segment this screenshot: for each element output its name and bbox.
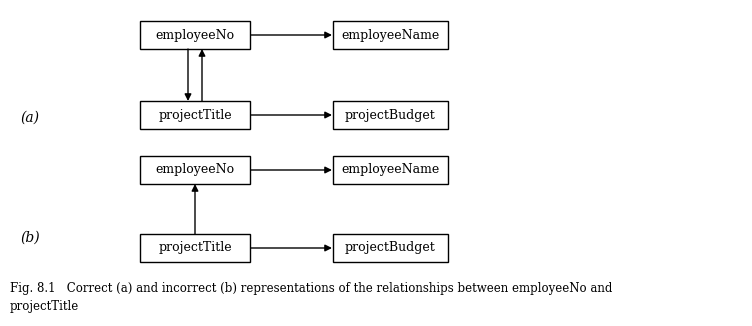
Text: employeeName: employeeName bbox=[341, 164, 439, 176]
Text: projectBudget: projectBudget bbox=[344, 109, 435, 122]
Text: (a): (a) bbox=[20, 111, 40, 125]
Bar bbox=[332, 21, 447, 49]
Bar bbox=[140, 21, 250, 49]
Bar bbox=[332, 156, 447, 184]
Text: employeeName: employeeName bbox=[341, 28, 439, 41]
Text: projectTitle: projectTitle bbox=[158, 242, 232, 255]
Text: projectBudget: projectBudget bbox=[344, 242, 435, 255]
Text: projectTitle: projectTitle bbox=[158, 109, 232, 122]
Bar bbox=[332, 101, 447, 129]
Bar bbox=[140, 156, 250, 184]
Text: employeeNo: employeeNo bbox=[156, 164, 235, 176]
Text: (b): (b) bbox=[20, 231, 40, 245]
Bar bbox=[140, 234, 250, 262]
Text: employeeNo: employeeNo bbox=[156, 28, 235, 41]
Bar bbox=[332, 234, 447, 262]
Bar bbox=[140, 101, 250, 129]
Text: Fig. 8.1   Correct (a) and incorrect (b) representations of the relationships be: Fig. 8.1 Correct (a) and incorrect (b) r… bbox=[10, 282, 612, 313]
